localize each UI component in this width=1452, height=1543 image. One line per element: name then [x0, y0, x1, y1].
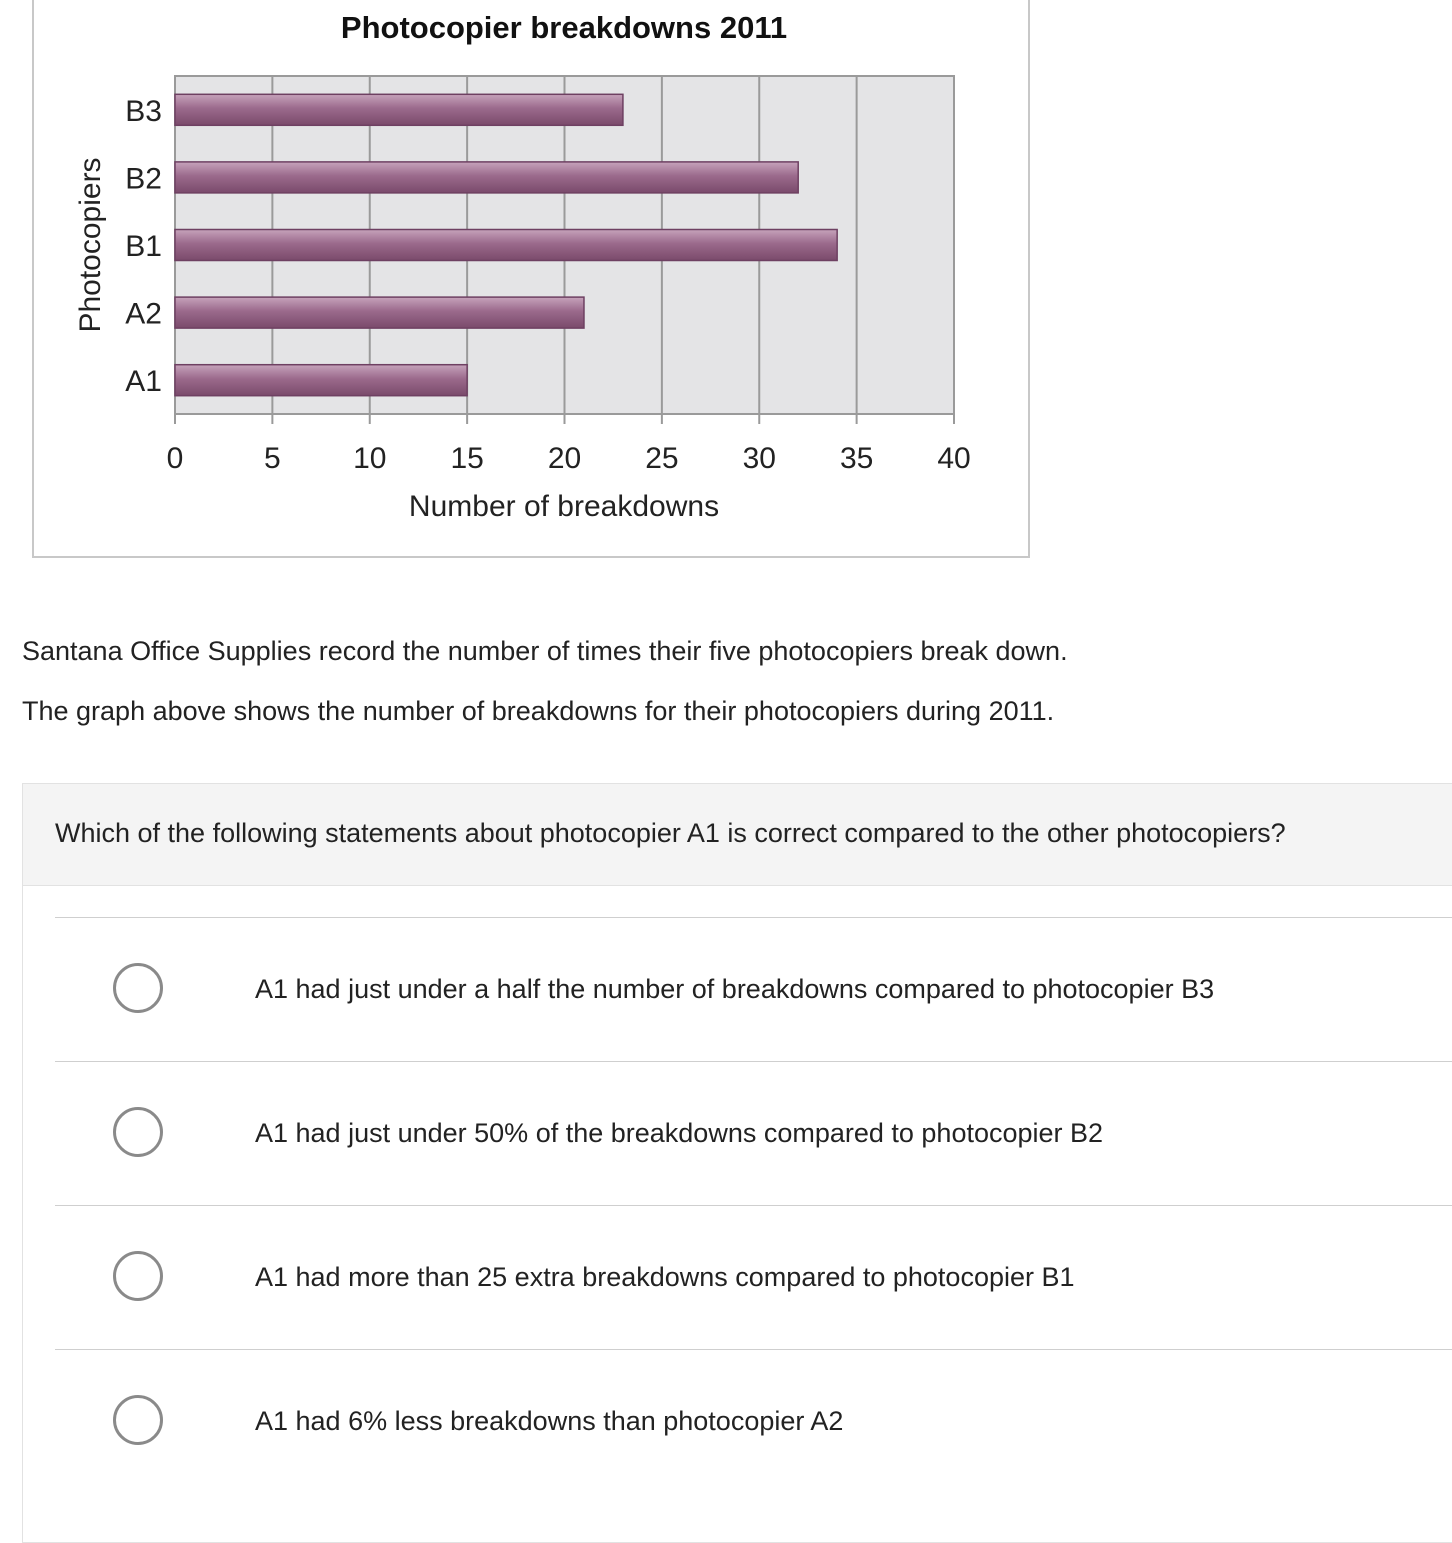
intro-text-2: The graph above shows the number of brea…: [22, 696, 1055, 726]
intro-text-1: Santana Office Supplies record the numbe…: [22, 636, 1068, 666]
divider: [55, 1349, 1452, 1350]
bar-b3: [174, 93, 624, 127]
option-label: A1 had just under a half the number of b…: [255, 974, 1215, 1004]
radio-button[interactable]: [113, 963, 163, 1013]
radio-button[interactable]: [113, 1251, 163, 1301]
y-tick-label: A2: [125, 298, 162, 331]
option-label: A1 had more than 25 extra breakdowns com…: [255, 1262, 1075, 1292]
answer-option-1[interactable]: A1 had just under a half the number of b…: [55, 918, 1452, 1061]
chart-frame: 0 5 10 15 20 25 30 35 40 A1 A2 B1 B2 B3 Photocopier br…: [32, 0, 1030, 558]
x-tick-label: 20: [548, 442, 581, 475]
divider: [55, 1061, 1452, 1062]
y-tick-label: B3: [125, 95, 162, 128]
radio-button[interactable]: [113, 1395, 163, 1445]
x-tick-label: 10: [353, 442, 386, 475]
x-tick-label: 30: [743, 442, 776, 475]
x-tick-label: 5: [264, 442, 281, 475]
bar-b2: [174, 161, 799, 194]
answer-option-2[interactable]: A1 had just under 50% of the breakdowns …: [55, 1062, 1452, 1205]
y-tick-label: B2: [125, 162, 162, 195]
bar-chart: 0 5 10 15 20 25 30 35 40 A1 A2 B1 B2 B3 Photocopier br…: [74, 10, 971, 523]
bar-b1: [174, 228, 838, 262]
option-label: A1 had 6% less breakdowns than photocopi…: [255, 1406, 844, 1436]
question-text: Which of the following statements about …: [55, 818, 1286, 848]
x-tick-label: 25: [645, 442, 678, 475]
x-tick-label: 0: [167, 442, 184, 475]
x-tick-label: 35: [840, 442, 873, 475]
y-tick-label: A1: [125, 365, 162, 398]
bar-a1: [174, 363, 468, 397]
divider: [55, 917, 1452, 918]
bar-a2: [174, 296, 585, 329]
answer-option-4[interactable]: A1 had 6% less breakdowns than photocopi…: [55, 1350, 1452, 1493]
question-box: Which of the following statements about …: [22, 783, 1452, 1543]
y-axis-label: Photocopiers: [74, 157, 107, 332]
y-tick-label: B1: [125, 230, 162, 263]
x-tick-label: 15: [450, 442, 483, 475]
divider: [55, 1205, 1452, 1206]
option-label: A1 had just under 50% of the breakdowns …: [255, 1118, 1104, 1148]
question-header: Which of the following statements about …: [23, 784, 1452, 886]
answer-option-3[interactable]: A1 had more than 25 extra breakdowns com…: [55, 1206, 1452, 1349]
chart-title: Photocopier breakdowns 2011: [341, 10, 787, 45]
x-axis-label: Number of breakdowns: [409, 490, 719, 523]
radio-button[interactable]: [113, 1107, 163, 1157]
x-tick-label: 40: [937, 442, 970, 475]
